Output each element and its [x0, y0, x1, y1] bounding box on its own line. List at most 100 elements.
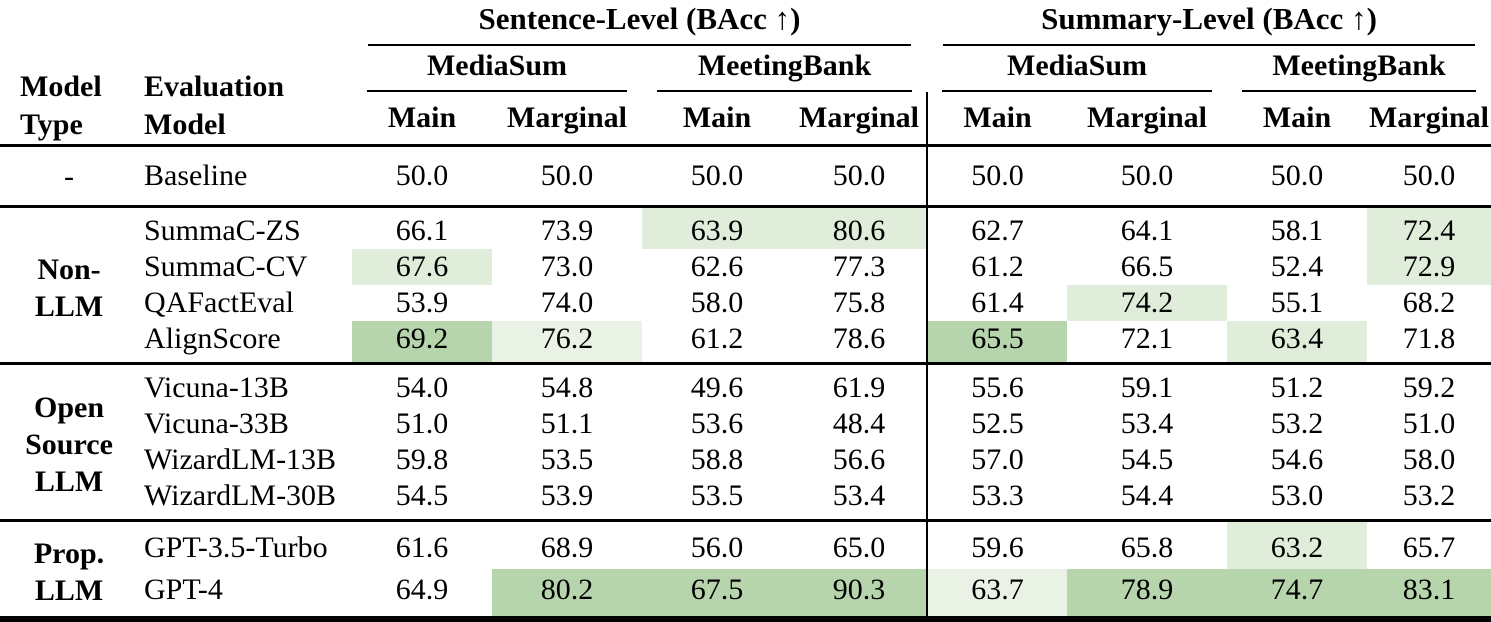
score-cell: 68.9: [540, 531, 594, 565]
table-row: WizardLM-13B 59.8 53.5 58.8 56.6 57.0 54.5 54.6…: [0, 442, 1491, 479]
score-cell: 53.2: [1402, 479, 1456, 513]
score-cell: 50.0: [832, 159, 886, 193]
score-cell: 58.1: [1270, 214, 1324, 248]
table-row: Vicuna-33B 51.0 51.1 53.6 48.4 52.5 53.4 53.2 51…: [0, 406, 1491, 443]
evaluation-model-header: Evaluation Model: [138, 0, 352, 146]
score-cell: 53.0: [1270, 479, 1324, 513]
score-cell: 61.2: [926, 249, 1068, 286]
score-cell: 75.8: [832, 286, 886, 320]
score-cell: 48.4: [832, 407, 886, 441]
score-cell: 53.9: [540, 479, 594, 513]
score-cell: 78.9: [1067, 569, 1228, 620]
score-cell: 80.2: [492, 569, 642, 620]
subcol-header-main: Main: [1262, 101, 1332, 135]
model-name-cell: Vicuna-13B: [144, 371, 289, 405]
model-type-line1: Model: [20, 70, 102, 104]
table-row: WizardLM-30B 54.5 53.9 53.5 53.4 53.3 54.4 53.0…: [0, 478, 1491, 521]
score-cell: 73.9: [540, 214, 594, 248]
score-cell: 59.6: [926, 520, 1068, 570]
subcol-header-main: Main: [682, 101, 752, 135]
score-cell: 50.0: [1270, 159, 1324, 193]
score-cell: 72.1: [1120, 322, 1174, 356]
score-cell: 57.0: [926, 442, 1068, 479]
subcol-header-main: Main: [387, 101, 457, 135]
score-cell: 68.2: [1402, 286, 1456, 320]
score-cell: 90.3: [792, 569, 928, 620]
sentence-level-label: Sentence-Level (BAcc ↑): [368, 0, 912, 47]
score-cell: 53.5: [540, 443, 594, 477]
dataset-label: MeetingBank: [1242, 48, 1477, 93]
model-type-cell: -: [64, 159, 74, 193]
table-row: Open Source LLM Vicuna-13B 54.0 54.8 49.6 61.9 5…: [0, 363, 1491, 498]
model-name-cell: SummaC-CV: [144, 250, 308, 284]
score-cell: 78.6: [832, 322, 886, 356]
score-cell: 61.4: [926, 285, 1068, 322]
score-cell: 51.1: [540, 407, 594, 441]
score-cell: 53.2: [1270, 407, 1324, 441]
score-cell: 72.9: [1367, 249, 1491, 286]
summary-level-header: Summary-Level (BAcc ↑): [927, 0, 1491, 47]
score-cell: 72.4: [1367, 206, 1491, 250]
subcol-header-marginal: Marginal: [1369, 101, 1490, 135]
summary-level-label: Summary-Level (BAcc ↑): [943, 0, 1476, 47]
score-cell: 71.8: [1402, 322, 1456, 356]
score-cell: 56.0: [690, 531, 744, 565]
subcol-header-marginal: Marginal: [1087, 101, 1208, 135]
score-cell: 77.3: [832, 250, 886, 284]
score-cell: 63.2: [1227, 520, 1368, 570]
model-group-0: - Baseline 50.0 50.0 50.0 50.0 50.0 50.0 50.0 50.…: [0, 145, 1491, 207]
subcol-header-main: Main: [926, 92, 1068, 146]
model-name-cell: GPT-3.5-Turbo: [144, 531, 328, 565]
model-type-cell: Open Source LLM: [25, 391, 113, 499]
score-cell: 50.0: [690, 159, 744, 193]
score-cell: 50.0: [395, 159, 449, 193]
score-cell: 51.2: [1270, 371, 1324, 405]
subcol-header-marginal: Marginal: [507, 101, 627, 135]
score-cell: 50.0: [1402, 159, 1456, 193]
score-cell: 51.0: [1402, 407, 1456, 441]
score-cell: 64.9: [395, 573, 449, 607]
model-name-cell: QAFactEval: [144, 286, 294, 320]
score-cell: 53.5: [690, 479, 744, 513]
evaluation-model-line2: Model: [144, 108, 226, 142]
score-cell: 51.0: [395, 407, 449, 441]
model-group-3: Prop. LLM GPT-3.5-Turbo 61.6 68.9 56.0 65.0 59.…: [0, 520, 1491, 620]
table-row: - Baseline 50.0 50.0 50.0 50.0 50.0 50.0 50.0 50.…: [0, 145, 1491, 207]
score-cell: 52.4: [1270, 250, 1324, 284]
score-cell: 76.2: [492, 321, 642, 364]
score-cell: 65.7: [1402, 531, 1456, 565]
score-cell: 49.6: [690, 371, 744, 405]
score-cell: 67.6: [352, 249, 492, 286]
summary-mediasum-header: MediaSum: [927, 46, 1227, 93]
table-row: GPT-4 64.9 80.2 67.5 90.3 63.7 78.9 74.7 83.1: [0, 569, 1491, 620]
score-cell: 54.8: [540, 371, 594, 405]
score-cell: 63.4: [1227, 321, 1368, 364]
score-cell: 74.0: [540, 286, 594, 320]
score-cell: 61.6: [395, 531, 449, 565]
table-row: QAFactEval 53.9 74.0 58.0 75.8 61.4 74.2 55.1 68…: [0, 285, 1491, 322]
subcol-header-marginal: Marginal: [799, 101, 919, 135]
score-cell: 62.6: [690, 250, 744, 284]
model-type-cell: Prop. LLM: [33, 536, 105, 607]
score-cell: 53.3: [926, 478, 1068, 521]
model-type-line2: Type: [20, 108, 83, 142]
score-cell: 63.9: [642, 206, 792, 250]
score-cell: 53.4: [832, 479, 886, 513]
score-cell: 59.1: [1120, 371, 1174, 405]
score-cell: 65.8: [1120, 531, 1174, 565]
dataset-label: MediaSum: [367, 48, 627, 93]
score-cell: 50.0: [1120, 159, 1174, 193]
sentence-meetingbank-header: MeetingBank: [642, 46, 927, 93]
model-group-1: Non- LLM SummaC-ZS 66.1 73.9 63.9 80.6 62.7 64.1…: [0, 206, 1491, 364]
score-cell: 64.1: [1120, 214, 1174, 248]
score-cell: 58.0: [690, 286, 744, 320]
score-cell: 65.0: [832, 531, 886, 565]
table-header: Model Type Evaluation Model Sentence-Lev…: [0, 0, 1491, 146]
score-cell: 69.2: [352, 321, 492, 364]
score-cell: 50.0: [926, 145, 1068, 207]
score-cell: 67.5: [642, 569, 792, 620]
score-cell: 54.5: [1120, 443, 1174, 477]
table-row: Non- LLM SummaC-ZS 66.1 73.9 63.9 80.6 62.7 64.1…: [0, 206, 1491, 323]
score-cell: 58.8: [690, 443, 744, 477]
